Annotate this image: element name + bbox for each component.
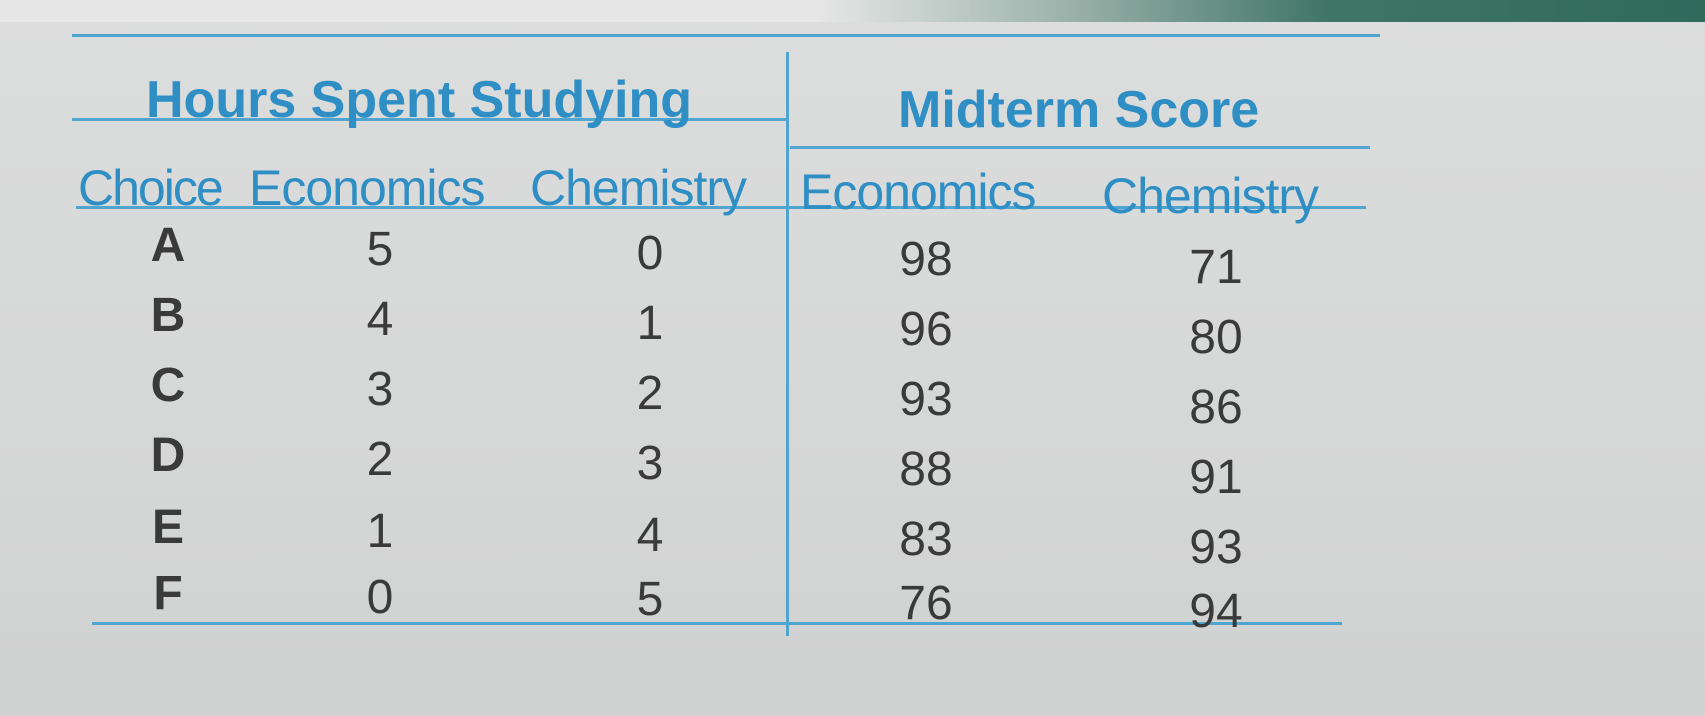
- table-cell-hours-economics: 5: [366, 223, 394, 276]
- group-header-hours: Hours Spent Studying: [146, 71, 692, 129]
- table-bottom-rule: [92, 622, 1342, 625]
- table-cell-score-economics: 93: [899, 373, 953, 426]
- table-cell-score-economics: 96: [899, 303, 953, 356]
- group-header-midterm: Midterm Score: [898, 81, 1260, 139]
- group-header-rule-right: [790, 146, 1370, 149]
- group-header-rule-left: [72, 118, 787, 121]
- table-cell-hours-economics: 2: [366, 433, 394, 486]
- group-divider: [786, 52, 789, 636]
- table-cell-hours-chemistry: 5: [636, 573, 664, 626]
- table-cell-score-economics: 83: [899, 513, 953, 566]
- table-cell-score-chemistry: 94: [1189, 585, 1243, 638]
- table-cell-score-chemistry: 80: [1189, 311, 1243, 364]
- table-cell-choice: A: [150, 219, 186, 272]
- column-header-score-chemistry: Chemistry: [1102, 168, 1319, 224]
- column-header-hours-economics: Economics: [249, 160, 486, 216]
- column-header-rule: [76, 206, 1366, 209]
- table-cell-score-economics: 76: [899, 577, 953, 630]
- table-cell-hours-economics: 1: [366, 505, 394, 558]
- table-cell-score-chemistry: 86: [1189, 381, 1243, 434]
- table-cell-choice: F: [153, 567, 183, 620]
- table-cell-hours-economics: 0: [366, 571, 394, 624]
- table-cell-choice: B: [150, 289, 186, 342]
- table-cell-score-economics: 88: [899, 443, 953, 496]
- table-cell-score-chemistry: 93: [1189, 521, 1243, 574]
- table-cell-score-chemistry: 71: [1189, 241, 1243, 294]
- table-cell-hours-chemistry: 0: [636, 227, 664, 280]
- column-header-hours-chemistry: Chemistry: [530, 160, 747, 216]
- table-cell-hours-chemistry: 3: [636, 437, 664, 490]
- table-cell-score-chemistry: 91: [1189, 451, 1243, 504]
- column-header-score-economics: Economics: [800, 164, 1037, 220]
- table-cell-score-economics: 98: [899, 233, 953, 286]
- table-cell-choice: E: [151, 501, 184, 554]
- table-top-rule: [72, 34, 1380, 37]
- table-cell-hours-chemistry: 4: [636, 509, 664, 562]
- background-top-strip: [0, 0, 1705, 22]
- table-cell-hours-chemistry: 1: [636, 297, 664, 350]
- column-header-choice: Choice: [78, 160, 224, 216]
- table-cell-choice: D: [150, 429, 186, 482]
- table-cell-hours-economics: 4: [366, 293, 394, 346]
- table-cell-hours-economics: 3: [366, 363, 394, 416]
- table-cell-hours-chemistry: 2: [636, 367, 664, 420]
- table-cell-choice: C: [150, 359, 186, 412]
